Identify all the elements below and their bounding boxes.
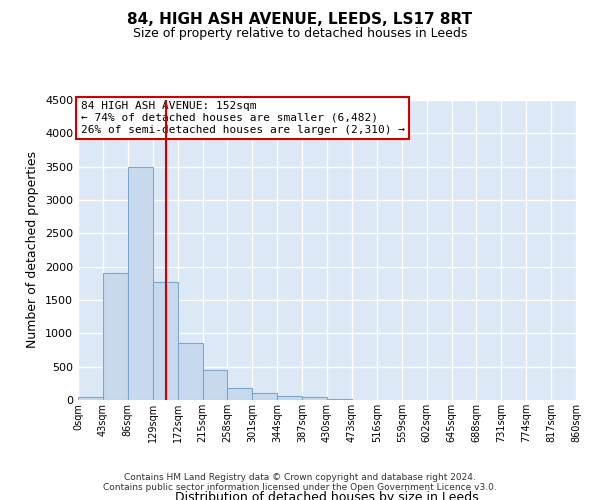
X-axis label: Distribution of detached houses by size in Leeds: Distribution of detached houses by size …	[175, 491, 479, 500]
Bar	[78, 396, 103, 400]
Bar	[103, 274, 128, 400]
Bar	[203, 370, 227, 400]
Bar	[227, 388, 253, 400]
Bar	[302, 398, 327, 400]
Bar	[252, 394, 277, 400]
Bar	[277, 396, 302, 400]
Text: 84 HIGH ASH AVENUE: 152sqm
← 74% of detached houses are smaller (6,482)
26% of s: 84 HIGH ASH AVENUE: 152sqm ← 74% of deta…	[81, 102, 405, 134]
Text: Contains HM Land Registry data © Crown copyright and database right 2024.: Contains HM Land Registry data © Crown c…	[124, 474, 476, 482]
Bar	[327, 398, 352, 400]
Text: 84, HIGH ASH AVENUE, LEEDS, LS17 8RT: 84, HIGH ASH AVENUE, LEEDS, LS17 8RT	[127, 12, 473, 28]
Text: Size of property relative to detached houses in Leeds: Size of property relative to detached ho…	[133, 28, 467, 40]
Bar	[128, 166, 152, 400]
Bar	[152, 282, 178, 400]
Text: Contains public sector information licensed under the Open Government Licence v3: Contains public sector information licen…	[103, 484, 497, 492]
Y-axis label: Number of detached properties: Number of detached properties	[26, 152, 40, 348]
Bar	[178, 344, 203, 400]
